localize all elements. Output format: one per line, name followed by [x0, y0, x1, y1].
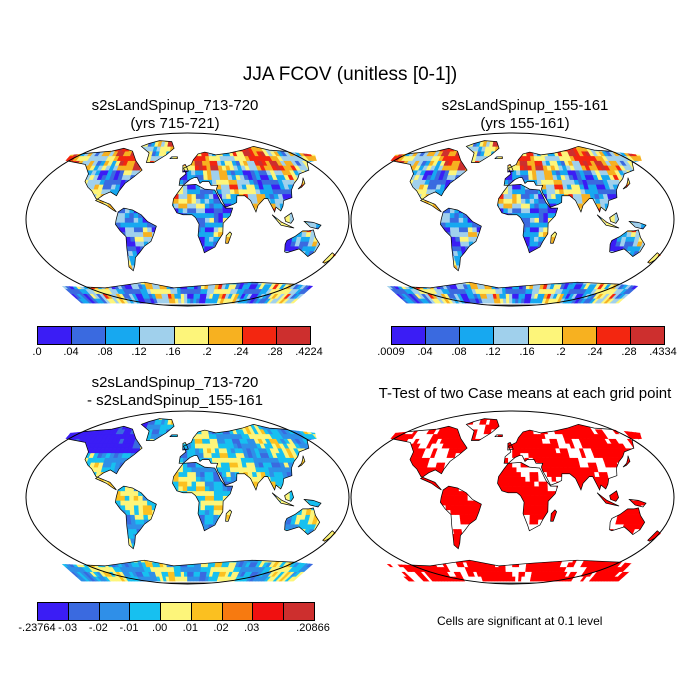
colorbar-swatch: [72, 327, 107, 344]
colorbar-swatch: [130, 603, 162, 620]
panel3-title-line1: s2sLandSpinup_713-720: [91, 374, 259, 391]
colorbar-tick-label: -.03: [58, 622, 78, 634]
map-frame: [350, 410, 675, 585]
colorbar-swatch: [191, 603, 223, 620]
colorbar-tick-label: .08: [97, 346, 113, 358]
significance-note: Cells are significant at 0.1 level: [437, 614, 603, 628]
map-panel-4-ttest: [350, 410, 675, 585]
panel2-title-line2: (yrs 155-161): [480, 115, 570, 132]
colorbar-swatch: [242, 327, 277, 344]
colorbar-swatch: [106, 327, 141, 344]
colorbar-tick-label: .0: [32, 346, 42, 358]
colorbar-tick-label: .04: [63, 346, 79, 358]
colorbar-swatch: [562, 327, 597, 344]
colorbar-tick-label: .2: [202, 346, 212, 358]
panel3-title: s2sLandSpinup_713-720 - s2sLandSpinup_15…: [25, 374, 325, 410]
colorbar-tick-label: .28: [621, 346, 637, 358]
colorbar-tick-label: .24: [233, 346, 249, 358]
colorbar-swatch: [68, 603, 100, 620]
colorbar-tick-label: -.01: [119, 622, 139, 634]
colorbar-panel-2: [391, 326, 665, 345]
colorbar-tick-label: .04: [417, 346, 433, 358]
colorbar-swatch: [161, 603, 192, 620]
coastlines: [60, 140, 337, 306]
colorbar-tick-label: .4224: [295, 346, 323, 358]
colorbar-swatch: [426, 327, 461, 344]
colorbar-tick-label: .01: [182, 622, 198, 634]
map-frame: [25, 410, 350, 585]
colorbar-tick-label: .0009: [377, 346, 405, 358]
colorbar-swatch: [528, 327, 563, 344]
colorbar-tick-label: .02: [213, 622, 229, 634]
colorbar-tick-label: -.02: [88, 622, 108, 634]
panel1-title-line1: s2sLandSpinup_713-720: [91, 97, 259, 114]
colorbar-swatch: [284, 603, 315, 620]
colorbar-tick-label: .12: [485, 346, 501, 358]
map-frame: [350, 132, 675, 307]
colorbar-swatch: [253, 603, 285, 620]
figure-title: JJA FCOV (unitless [0-1]): [242, 64, 458, 85]
colorbar-tick-label: .16: [519, 346, 535, 358]
colorbar-panel-3: [37, 602, 315, 621]
panel1-title-line2: (yrs 715-721): [130, 115, 220, 132]
map-panel-1: [25, 132, 350, 307]
colorbar-swatch: [38, 327, 73, 344]
colorbar-swatch: [494, 327, 529, 344]
colorbar-tick-label: .4334: [649, 346, 677, 358]
colorbar-tick-label: .24: [587, 346, 603, 358]
colorbar-swatch: [208, 327, 243, 344]
colorbar-tick-label: .28: [267, 346, 283, 358]
panel3-title-line2: - s2sLandSpinup_155-161: [87, 392, 263, 409]
colorbar-swatch: [276, 327, 310, 344]
colorbar-swatch: [174, 327, 209, 344]
panel4-title-line1: T-Test of two Case means at each grid po…: [378, 385, 672, 402]
colorbar-tick-label: -.23764: [18, 622, 56, 634]
panel1-title: s2sLandSpinup_713-720 (yrs 715-721): [25, 97, 325, 133]
colorbar-tick-label: .03: [244, 622, 260, 634]
map-panel-2: [350, 132, 675, 307]
colorbar-tick-label: .16: [165, 346, 181, 358]
colorbar-tick-label: .12: [131, 346, 147, 358]
colorbar-swatch: [460, 327, 495, 344]
colorbar-tick-label: .00: [152, 622, 168, 634]
panel2-title: s2sLandSpinup_155-161 (yrs 155-161): [375, 97, 675, 133]
colorbar-tick-label: .20866: [296, 622, 330, 634]
colorbar-swatch: [99, 603, 131, 620]
map-panel-3-difference: [25, 410, 350, 585]
colorbar-swatch: [140, 327, 175, 344]
colorbar-swatch: [596, 327, 631, 344]
colorbar-swatch: [222, 603, 254, 620]
coastlines: [385, 418, 662, 584]
colorbar-swatch: [38, 603, 69, 620]
panel4-title: T-Test of two Case means at each grid po…: [350, 385, 700, 403]
map-frame: [25, 132, 350, 307]
colorbar-swatch: [392, 327, 427, 344]
colorbar-swatch: [630, 327, 664, 344]
colorbar-tick-label: .2: [556, 346, 566, 358]
colorbar-tick-label: .08: [451, 346, 467, 358]
panel2-title-line1: s2sLandSpinup_155-161: [441, 97, 609, 114]
colorbar-panel-1: [37, 326, 311, 345]
